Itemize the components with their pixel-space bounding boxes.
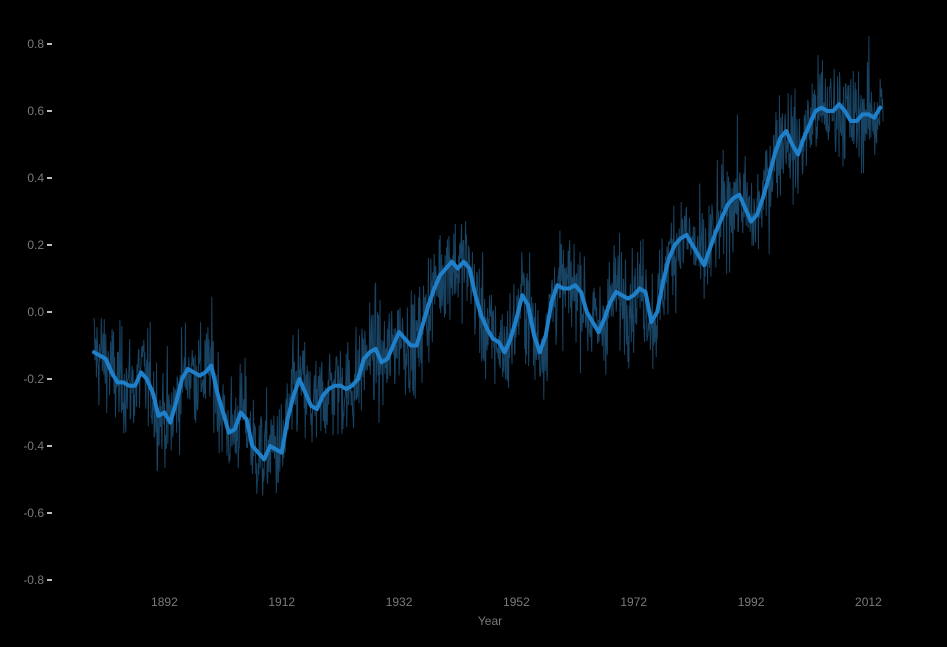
x-tick-label: 1952: [503, 595, 530, 609]
x-tick-label: 1892: [151, 595, 178, 609]
x-axis: 1892 1912 1932 1952 1972 1992 2012: [151, 595, 882, 609]
y-tick-label: -0.4: [23, 439, 44, 453]
x-tick-label: 2012: [855, 595, 882, 609]
y-tick-label: 0.8: [27, 37, 44, 51]
x-tick-label: 1972: [620, 595, 647, 609]
y-tick-label: 0.2: [27, 238, 44, 252]
y-tick-label: 0.4: [27, 171, 44, 185]
y-tick-label: -0.2: [23, 372, 44, 386]
x-tick-label: 1992: [738, 595, 765, 609]
y-tick-label: 0.6: [27, 104, 44, 118]
raw-series-layer: [93, 35, 884, 496]
x-axis-title: Year: [478, 614, 502, 628]
smoothed-series-line: [92, 102, 883, 462]
y-tick-label: 0.0: [27, 305, 44, 319]
y-axis: 0.8 0.6 0.4 0.2 0.0 -0.2 -0.4 -0.6 -0.8: [23, 37, 52, 587]
smoothed-series-layer: [92, 102, 883, 462]
y-tick-label: -0.8: [23, 573, 44, 587]
x-tick-label: 1912: [268, 595, 295, 609]
y-tick-label: -0.6: [23, 506, 44, 520]
raw-series-line: [93, 35, 884, 496]
x-tick-label: 1932: [386, 595, 413, 609]
